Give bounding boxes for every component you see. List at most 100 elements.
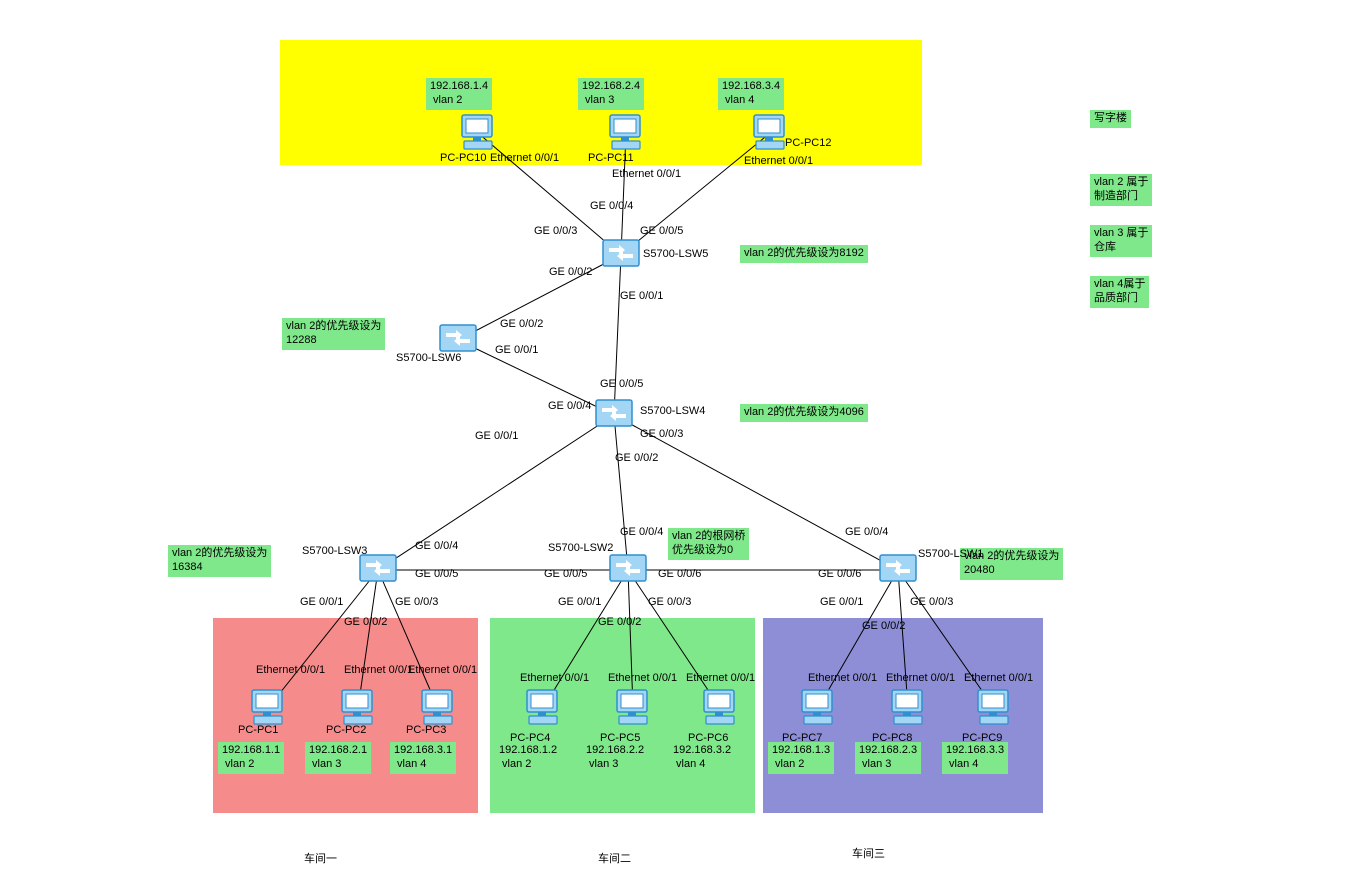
switch-lsw4[interactable] <box>596 400 632 426</box>
pc-pc2[interactable] <box>342 690 372 724</box>
tag-pc6: 192.168.3.2 vlan 4 <box>669 742 735 774</box>
switch-lsw2[interactable] <box>610 555 646 581</box>
port-lsw3-13-a: GE 0/0/3 <box>395 596 438 608</box>
tag-pc3: 192.168.3.1 vlan 4 <box>390 742 456 774</box>
legend-vlan4: vlan 4属于 品质部门 <box>1090 276 1149 308</box>
label-pc10: PC-PC10 <box>440 152 486 164</box>
port-pc6-16-b: Ethernet 0/0/1 <box>686 672 755 684</box>
port-lsw1-8-b: GE 0/0/4 <box>845 526 888 538</box>
port-lsw1-17-a: GE 0/0/1 <box>820 596 863 608</box>
label-lsw3: S5700-LSW3 <box>302 545 367 557</box>
port-pc5-15-b: Ethernet 0/0/1 <box>608 672 677 684</box>
port-pc7-17-b: Ethernet 0/0/1 <box>808 672 877 684</box>
caption-workshop2: 车间二 <box>598 850 631 866</box>
pc-pc10[interactable] <box>462 115 492 149</box>
port-lsw5-2-a: GE 0/0/5 <box>640 225 683 237</box>
note-lsw2: vlan 2的根网桥 优先级设为0 <box>668 528 749 560</box>
port-lsw1-10-b: GE 0/0/6 <box>818 568 861 580</box>
note-lsw5: vlan 2的优先级设为8192 <box>740 245 868 263</box>
caption-workshop3: 车间三 <box>852 845 885 861</box>
label-pc1: PC-PC1 <box>238 724 278 736</box>
label-pc6: PC-PC6 <box>688 732 728 744</box>
note-lsw3: vlan 2的优先级设为 16384 <box>168 545 271 577</box>
port-lsw5-1-a: GE 0/0/4 <box>590 200 633 212</box>
port-pc10-0-b: Ethernet 0/0/1 <box>490 152 559 164</box>
label-pc5: PC-PC5 <box>600 732 640 744</box>
port-lsw3-6-b: GE 0/0/4 <box>415 540 458 552</box>
port-lsw1-19-a: GE 0/0/3 <box>910 596 953 608</box>
caption-workshop1: 车间一 <box>304 850 337 866</box>
port-lsw4-8-a: GE 0/0/3 <box>640 428 683 440</box>
label-pc4: PC-PC4 <box>510 732 550 744</box>
note-lsw6: vlan 2的优先级设为 12288 <box>282 318 385 350</box>
port-pc3-13-b: Ethernet 0/0/1 <box>408 664 477 676</box>
port-pc2-12-b: Ethernet 0/0/1 <box>344 664 413 676</box>
port-lsw4-7-a: GE 0/0/2 <box>615 452 658 464</box>
pc-pc12[interactable] <box>754 115 784 149</box>
tag-pc10: 192.168.1.4 vlan 2 <box>426 78 492 110</box>
pc-pc3[interactable] <box>422 690 452 724</box>
tag-pc8: 192.168.2.3 vlan 3 <box>855 742 921 774</box>
port-pc8-18-b: Ethernet 0/0/1 <box>886 672 955 684</box>
port-lsw1-18-a: GE 0/0/2 <box>862 620 905 632</box>
pc-pc5[interactable] <box>617 690 647 724</box>
port-lsw6-5-a: GE 0/0/1 <box>495 344 538 356</box>
port-lsw4-5-b: GE 0/0/4 <box>548 400 591 412</box>
port-lsw2-14-a: GE 0/0/1 <box>558 596 601 608</box>
tag-pc11: 192.168.2.4 vlan 3 <box>578 78 644 110</box>
port-pc4-14-b: Ethernet 0/0/1 <box>520 672 589 684</box>
port-lsw2-16-a: GE 0/0/3 <box>648 596 691 608</box>
pc-pc11[interactable] <box>610 115 640 149</box>
switch-lsw1[interactable] <box>880 555 916 581</box>
port-lsw2-10-a: GE 0/0/6 <box>658 568 701 580</box>
port-lsw5-3-a: GE 0/0/2 <box>549 266 592 278</box>
port-lsw4-4-b: GE 0/0/5 <box>600 378 643 390</box>
label-pc11: PC-PC11 <box>588 152 634 164</box>
pc-pc1[interactable] <box>252 690 282 724</box>
label-lsw4: S5700-LSW4 <box>640 405 705 417</box>
tag-pc4: 192.168.1.2 vlan 2 <box>495 742 561 774</box>
legend-vlan3: vlan 3 属于 仓库 <box>1090 225 1152 257</box>
pc-pc7[interactable] <box>802 690 832 724</box>
port-lsw3-9-a: GE 0/0/5 <box>415 568 458 580</box>
port-lsw2-7-b: GE 0/0/4 <box>620 526 663 538</box>
label-pc2: PC-PC2 <box>326 724 366 736</box>
port-pc1-11-b: Ethernet 0/0/1 <box>256 664 325 676</box>
tag-pc2: 192.168.2.1 vlan 3 <box>305 742 371 774</box>
label-lsw2: S5700-LSW2 <box>548 542 613 554</box>
label-lsw6: S5700-LSW6 <box>396 352 461 364</box>
port-lsw2-9-b: GE 0/0/5 <box>544 568 587 580</box>
label-pc8: PC-PC8 <box>872 732 912 744</box>
port-lsw2-15-a: GE 0/0/2 <box>598 616 641 628</box>
note-lsw4: vlan 2的优先级设为4096 <box>740 404 868 422</box>
label-pc3: PC-PC3 <box>406 724 446 736</box>
port-lsw5-4-a: GE 0/0/1 <box>620 290 663 302</box>
pc-pc4[interactable] <box>527 690 557 724</box>
port-lsw4-6-a: GE 0/0/1 <box>475 430 518 442</box>
port-lsw6-3-b: GE 0/0/2 <box>500 318 543 330</box>
label-lsw5: S5700-LSW5 <box>643 248 708 260</box>
label-lsw1: S5700-LSW1 <box>918 548 983 560</box>
label-pc9: PC-PC9 <box>962 732 1002 744</box>
switch-lsw3[interactable] <box>360 555 396 581</box>
port-pc11-1-b: Ethernet 0/0/1 <box>612 168 681 180</box>
tag-pc7: 192.168.1.3 vlan 2 <box>768 742 834 774</box>
legend-office: 写字楼 <box>1090 110 1131 128</box>
port-pc9-19-b: Ethernet 0/0/1 <box>964 672 1033 684</box>
tag-pc5: 192.168.2.2 vlan 3 <box>582 742 648 774</box>
label-pc12: PC-PC12 <box>785 137 831 149</box>
port-lsw3-11-a: GE 0/0/1 <box>300 596 343 608</box>
tag-pc12: 192.168.3.4 vlan 4 <box>718 78 784 110</box>
port-lsw3-12-a: GE 0/0/2 <box>344 616 387 628</box>
label-pc7: PC-PC7 <box>782 732 822 744</box>
switch-lsw5[interactable] <box>603 240 639 266</box>
pc-pc6[interactable] <box>704 690 734 724</box>
pc-pc9[interactable] <box>978 690 1008 724</box>
pc-pc8[interactable] <box>892 690 922 724</box>
legend-vlan2: vlan 2 属于 制造部门 <box>1090 174 1152 206</box>
tag-pc1: 192.168.1.1 vlan 2 <box>218 742 284 774</box>
tag-pc9: 192.168.3.3 vlan 4 <box>942 742 1008 774</box>
port-lsw5-0-a: GE 0/0/3 <box>534 225 577 237</box>
switch-lsw6[interactable] <box>440 325 476 351</box>
port-pc12-2-b: Ethernet 0/0/1 <box>744 155 813 167</box>
